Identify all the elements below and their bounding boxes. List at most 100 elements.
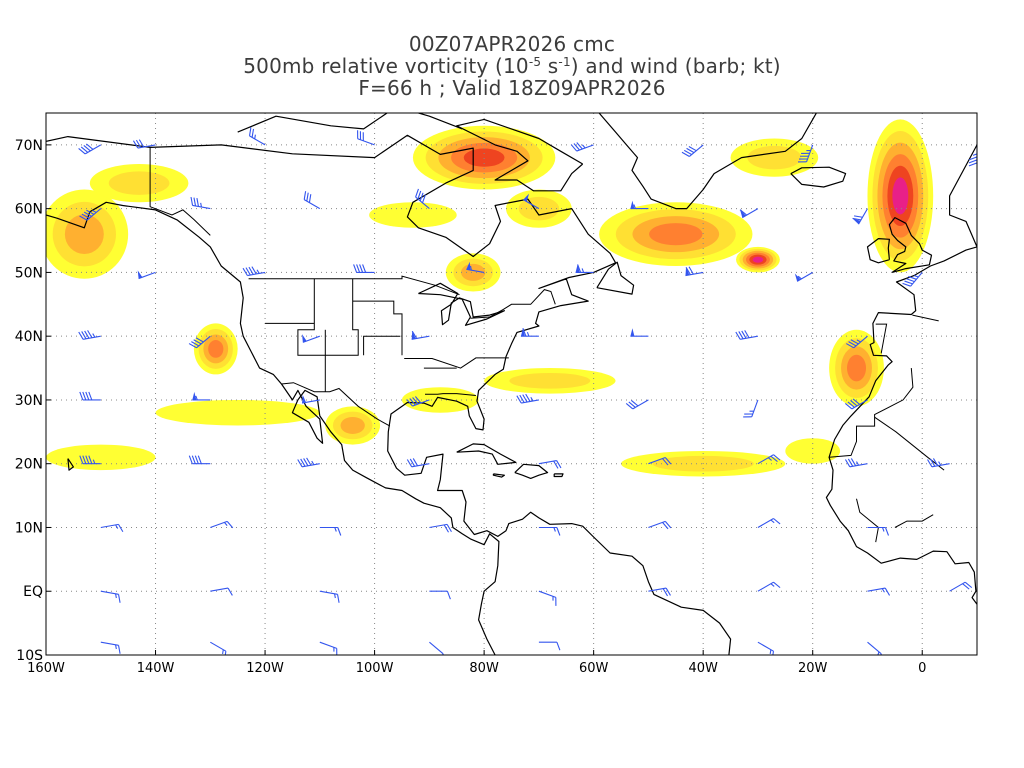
chart-title: 00Z07APR2026 cmc 500mb relative vorticit… — [0, 33, 1024, 99]
political-border — [470, 289, 556, 319]
title-run-info: 00Z07APR2026 cmc — [408, 32, 616, 56]
political-border — [281, 382, 391, 427]
vorticity-feature-central-pacific-band — [155, 399, 320, 426]
wind-barb — [846, 335, 868, 349]
vorticity-feature-north-pacific-band — [89, 164, 189, 203]
wind-barb — [78, 143, 102, 155]
vorticity-contour-level-2 — [108, 171, 170, 195]
wind-barb — [648, 457, 672, 466]
vorticity-feature-canada-east — [369, 202, 457, 228]
vorticity-contour-level-3 — [64, 214, 104, 254]
vorticity-feature-iberia-morocco — [829, 329, 884, 407]
vorticity-feature-west-atlantic-band — [484, 368, 616, 394]
vorticity-feature-gulf-of-alaska — [46, 189, 129, 279]
wind-barb — [739, 208, 759, 219]
political-border — [912, 314, 939, 322]
vorticity-feature-greenland-sea — [730, 138, 819, 177]
wind-barbs-layer — [78, 127, 977, 655]
vorticity-contour-level-2 — [747, 145, 802, 170]
wind-barb — [867, 641, 882, 655]
coastline-hispaniola — [514, 463, 549, 479]
political-border — [829, 368, 914, 458]
wind-barb — [520, 328, 539, 337]
political-border — [363, 335, 401, 356]
wind-barb — [132, 139, 156, 149]
wind-barb — [757, 454, 781, 465]
wind-barb — [137, 270, 156, 280]
wind-barb — [523, 193, 540, 210]
wind-barb — [100, 641, 121, 654]
title-field-description: 500mb relative vorticity (10-5 s-1) and … — [0, 55, 1024, 77]
wind-barb — [757, 641, 775, 655]
vorticity-contour-level-1 — [46, 444, 156, 471]
coastline-baffin — [456, 118, 584, 192]
wind-barb — [852, 208, 868, 225]
vorticity-shading-layer — [46, 119, 934, 477]
wind-barb — [190, 196, 211, 210]
political-border — [425, 393, 476, 396]
wind-barb — [516, 393, 539, 404]
lat-tick-label: 60N — [15, 202, 43, 218]
political-border — [297, 278, 359, 356]
plot-frame — [45, 112, 978, 656]
vorticity-contour-level-1 — [369, 202, 457, 228]
coastline-iceland — [790, 166, 847, 188]
wind-barb — [757, 518, 781, 528]
political-border — [352, 300, 403, 356]
vorticity-feature-gulf-coast — [401, 387, 479, 413]
wind-barb — [794, 271, 813, 282]
vorticity-contour-level-4 — [846, 354, 867, 382]
wind-barb — [570, 142, 594, 152]
coastline-great-lakes — [418, 282, 505, 326]
wind-barb — [648, 520, 672, 530]
wind-barb — [210, 641, 227, 655]
lat-tick-label: EQ — [23, 584, 43, 600]
wind-barb — [319, 526, 342, 536]
wind-barb — [538, 460, 562, 469]
wind-barb — [743, 399, 759, 418]
title-exponent-2: -1 — [558, 55, 571, 69]
title-exponent-1: -5 — [528, 55, 542, 69]
lon-tick-label: 20W — [798, 661, 828, 676]
political-border — [894, 514, 934, 528]
vorticity-feature-north-atlantic-low — [736, 246, 780, 273]
coastline-cuba — [456, 443, 517, 465]
title-field-prefix: 500mb relative vorticity (10 — [243, 54, 529, 78]
wind-barb — [902, 272, 923, 287]
coastline-puerto-rico — [553, 473, 564, 478]
wind-barb — [429, 523, 452, 533]
wind-barb — [210, 520, 234, 529]
vorticity-feature-great-lakes — [445, 253, 501, 292]
coastline-greenland — [598, 113, 818, 210]
political-border — [875, 323, 888, 354]
vorticity-feature-offshore-california — [193, 323, 238, 375]
political-border — [404, 357, 509, 369]
wind-barb — [78, 330, 101, 340]
wind-barb — [192, 391, 211, 401]
political-border — [149, 147, 211, 236]
wind-barb — [630, 200, 649, 210]
wind-barb — [319, 590, 340, 603]
lat-tick-label: 10N — [15, 520, 43, 536]
vorticity-feature-north-atlantic-trough — [599, 202, 753, 267]
latitude-labels: 70N 60N 50N 40N 30N 20N 10N EQ 10S — [15, 138, 51, 664]
wind-barb — [867, 526, 890, 536]
vorticity-contour-level-1 — [785, 438, 841, 464]
vorticity-feature-northeast-atlantic-band — [867, 119, 934, 273]
coastline-uk — [888, 217, 933, 273]
political-border — [874, 416, 945, 471]
vorticity-contour-level-4 — [649, 223, 703, 246]
vorticity-feature-hawaii-band — [46, 444, 156, 471]
wind-barb — [867, 587, 891, 596]
wind-barb — [319, 641, 338, 655]
wind-barb — [630, 328, 649, 337]
wind-barb — [844, 458, 868, 468]
wind-barb — [538, 590, 557, 606]
wind-barb — [303, 191, 321, 210]
wind-barb — [757, 581, 781, 592]
coastline-north-america — [46, 134, 732, 655]
wind-barb — [242, 266, 266, 277]
lat-tick-label: 30N — [15, 393, 43, 409]
coastline-north-america-west — [46, 201, 500, 655]
lat-tick-label: 70N — [15, 138, 43, 154]
